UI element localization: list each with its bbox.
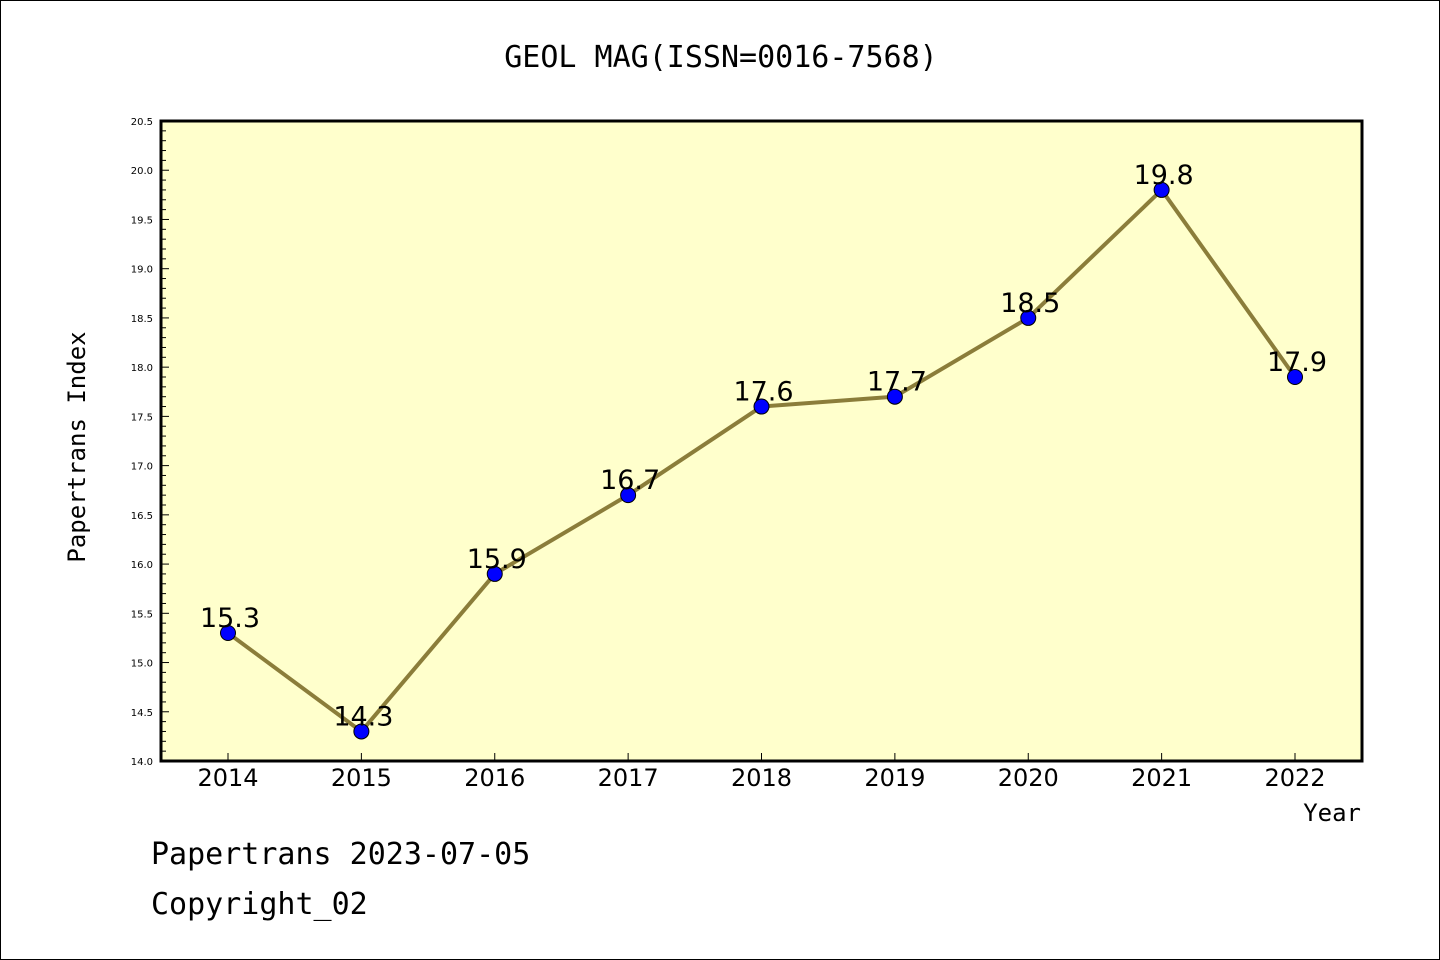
data-point-label: 15.9 (467, 544, 527, 575)
x-tick-label: 2022 (1264, 764, 1325, 792)
data-point-marker (620, 487, 637, 504)
x-axis-title: Year (1303, 799, 1361, 827)
data-point-label: 18.5 (1000, 288, 1060, 319)
y-axis-title: Papertrans Index (63, 331, 91, 562)
series-line-segment (226, 631, 364, 734)
y-tick-label: 16.5 (131, 511, 153, 522)
y-tick-label: 19.0 (131, 265, 153, 276)
x-tick-label: 2017 (598, 764, 659, 792)
y-tick-label: 20.5 (131, 117, 153, 128)
data-point-marker (1020, 309, 1037, 326)
y-tick-label: 18.0 (131, 363, 153, 374)
footer-copyright-text: Copyright_02 (151, 887, 368, 922)
data-point-label: 17.9 (1267, 347, 1327, 378)
data-point-marker (486, 565, 503, 582)
plot-area (161, 121, 1362, 761)
y-tick-label: 20.0 (131, 166, 153, 177)
series-line-segment (359, 571, 497, 734)
data-point-marker (1287, 369, 1303, 385)
data-point-marker (353, 723, 370, 740)
data-point-marker (1153, 181, 1170, 198)
series-line-segment (759, 394, 897, 409)
x-tick-label: 2014 (197, 764, 258, 792)
x-tick-label: 2020 (998, 764, 1059, 792)
x-tick-label: 2016 (464, 764, 525, 792)
data-point-label: 19.8 (1134, 160, 1194, 191)
chart-title: GEOL MAG(ISSN=0016-7568) (504, 40, 937, 75)
y-tick-label: 15.5 (131, 609, 153, 620)
data-point-marker (753, 398, 770, 415)
plot-frame (159, 119, 1364, 763)
y-tick-label: 19.5 (131, 215, 153, 226)
x-tick-labels: 2014 2015 2016 2017 2018 2019 2020 2021 2022 (197, 764, 1325, 792)
data-point-marker (220, 625, 236, 641)
series-line-segment (892, 315, 1031, 399)
y-tick-label: 14.0 (131, 757, 153, 768)
data-labels: 15.3 14.3 15.9 16.7 17.6 17.7 18.5 19.8 17.9 (200, 160, 1327, 733)
data-point-label: 16.7 (600, 465, 660, 496)
y-tick-labels: 14.0 14.5 15.0 15.5 16.0 16.5 17.0 17.5 18.0 18.5… (131, 117, 153, 768)
series-line-layer (226, 187, 1297, 734)
y-tick-label: 14.5 (131, 708, 153, 719)
series-line-segment (626, 404, 764, 498)
series-line-segment (1159, 187, 1297, 379)
series-markers (220, 181, 1303, 740)
data-point-label: 14.3 (333, 701, 393, 732)
x-tick-label: 2019 (864, 764, 925, 792)
data-point-label: 17.7 (867, 367, 927, 398)
y-tick-label: 18.5 (131, 314, 153, 325)
y-tick-label: 17.5 (131, 412, 153, 423)
y-tick-label: 16.0 (131, 560, 153, 571)
y-tick-label: 15.0 (131, 659, 153, 670)
data-point-label: 17.6 (733, 377, 793, 408)
x-tick-label: 2021 (1131, 764, 1192, 792)
data-point-marker (886, 388, 903, 405)
footer-date-text: Papertrans 2023-07-05 (151, 837, 530, 872)
x-tick-label: 2018 (731, 764, 792, 792)
x-tick-label: 2015 (331, 764, 392, 792)
series-line-segment (1026, 187, 1164, 320)
series-line-segment (492, 493, 631, 576)
y-tick-label: 17.0 (131, 462, 153, 473)
data-point-label: 15.3 (200, 603, 260, 634)
